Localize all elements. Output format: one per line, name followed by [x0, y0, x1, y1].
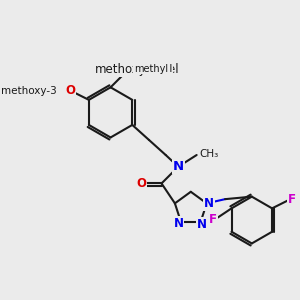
Text: O: O: [65, 84, 76, 97]
Text: F: F: [209, 213, 217, 226]
Text: CH₃: CH₃: [199, 149, 218, 159]
Text: N: N: [204, 197, 214, 210]
Text: methoxy-3: methoxy-3: [2, 86, 57, 96]
Text: N: N: [173, 160, 184, 173]
Text: methyl: methyl: [136, 64, 172, 74]
Text: N: N: [196, 218, 206, 231]
Text: methoxy-label: methoxy-label: [95, 63, 180, 76]
Text: F: F: [288, 193, 296, 206]
Text: N: N: [173, 217, 184, 230]
Text: methyl: methyl: [134, 64, 168, 74]
Text: O: O: [121, 63, 130, 76]
Text: O: O: [136, 177, 146, 190]
